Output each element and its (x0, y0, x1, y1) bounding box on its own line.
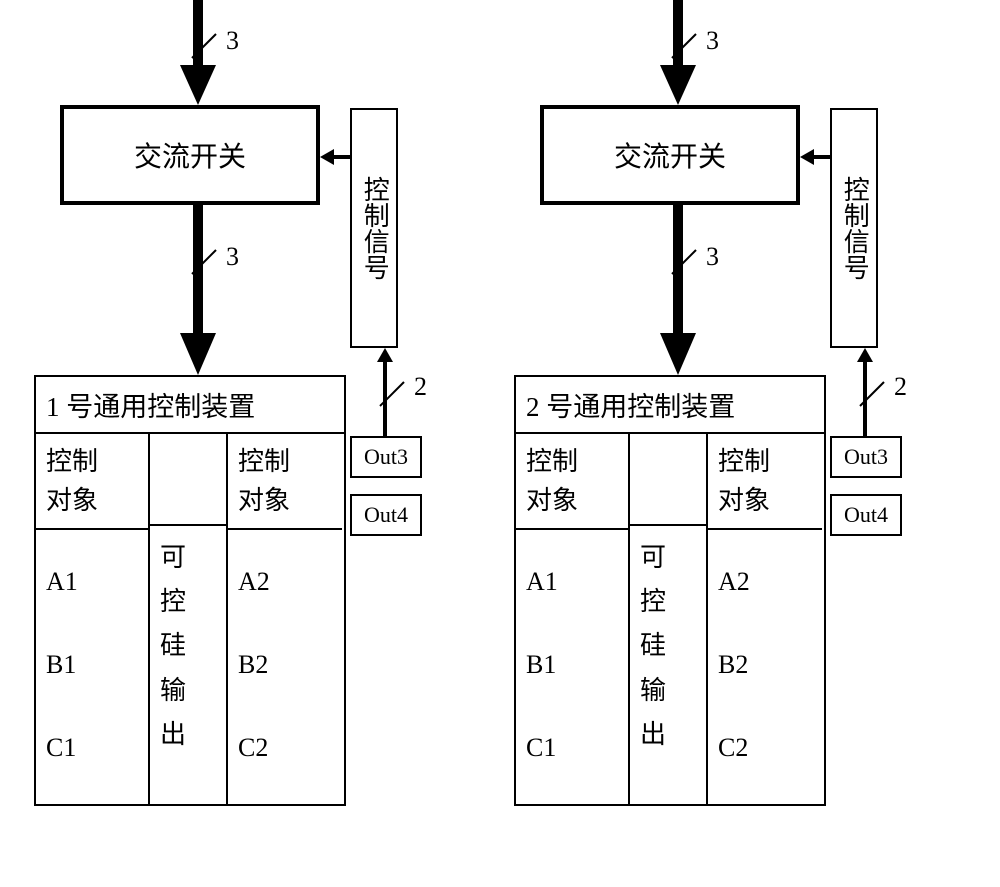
col-left-2: 控制对象 A1 B1 C1 (516, 434, 630, 804)
col-right-2: 控制对象 A2 B2 C2 (708, 434, 822, 804)
table-2: 2 号通用控制装置 控制对象 A1 B1 C1 可控硅输出 控制对象 (514, 375, 826, 806)
slash-sig-2 (858, 380, 884, 406)
table-title-1: 1 号通用控制装置 (36, 377, 344, 434)
table-body-1: 控制对象 A1 B1 C1 可控硅输出 控制对象 A2 B2 (36, 434, 344, 804)
annot-mid-1: 3 (226, 242, 239, 272)
slash-top-2 (670, 32, 696, 58)
cell: C2 (238, 706, 332, 789)
out3-box-1: Out3 (350, 436, 422, 478)
col-left-1: 控制对象 A1 B1 C1 (36, 434, 150, 804)
slash-mid-2 (670, 248, 696, 274)
col-mid-2: 可控硅输出 (630, 434, 708, 804)
signal-label: 控制信号 (836, 176, 872, 280)
cell: B2 (238, 623, 332, 706)
hdr-right-2: 控制对象 (708, 434, 822, 530)
table-body-2: 控制对象 A1 B1 C1 可控硅输出 控制对象 A2 B2 (516, 434, 824, 804)
cell: A2 (718, 540, 812, 623)
out3-label: Out3 (364, 444, 408, 469)
cell: C1 (526, 706, 618, 789)
cells-left-1: A1 B1 C1 (36, 530, 148, 804)
annot-sig-1: 2 (414, 372, 427, 402)
col-right-1: 控制对象 A2 B2 C2 (228, 434, 342, 804)
cells-right-2: A2 B2 C2 (708, 530, 822, 804)
out3-box-2: Out3 (830, 436, 902, 478)
annot-top-2: 3 (706, 26, 719, 56)
slash-mid-1 (190, 248, 216, 274)
col-mid-1: 可控硅输出 (150, 434, 228, 804)
cell: C1 (46, 706, 138, 789)
out4-label: Out4 (844, 502, 888, 527)
slash-sig-1 (378, 380, 404, 406)
cell: A2 (238, 540, 332, 623)
annot-mid-2: 3 (706, 242, 719, 272)
hdr-mid-1 (150, 434, 226, 526)
cell: B2 (718, 623, 812, 706)
cell: B1 (46, 623, 138, 706)
cells-mid-2: 可控硅输出 (630, 526, 706, 771)
arrow-mid-2 (658, 205, 698, 377)
unit-1: 3 交流开关 控制信号 3 (30, 0, 490, 887)
table-1: 1 号通用控制装置 控制对象 A1 B1 C1 可控硅输出 控制对象 (34, 375, 346, 806)
table-title-2: 2 号通用控制装置 (516, 377, 824, 434)
cell: C2 (718, 706, 812, 789)
unit-2: 3 交流开关 控制信号 3 (510, 0, 970, 887)
signal-label: 控制信号 (356, 176, 392, 280)
hdr-mid-2 (630, 434, 706, 526)
signal-box-2: 控制信号 (830, 108, 878, 348)
annot-sig-2: 2 (894, 372, 907, 402)
switch-label: 交流开关 (614, 135, 726, 175)
signal-box-1: 控制信号 (350, 108, 398, 348)
arrow-signal-to-switch-2 (800, 145, 832, 174)
cells-right-1: A2 B2 C2 (228, 530, 342, 804)
out4-box-1: Out4 (350, 494, 422, 536)
arrow-mid-1 (178, 205, 218, 377)
switch-box-2: 交流开关 (540, 105, 800, 205)
hdr-right-1: 控制对象 (228, 434, 342, 530)
switch-box-1: 交流开关 (60, 105, 320, 205)
out3-label: Out3 (844, 444, 888, 469)
cells-left-2: A1 B1 C1 (516, 530, 628, 804)
out4-box-2: Out4 (830, 494, 902, 536)
cell: B1 (526, 623, 618, 706)
arrow-signal-to-switch-1 (320, 145, 352, 174)
cell: A1 (46, 540, 138, 623)
diagram: 3 交流开关 控制信号 3 (0, 0, 1000, 887)
slash-top-1 (190, 32, 216, 58)
cells-mid-1: 可控硅输出 (150, 526, 226, 771)
switch-label: 交流开关 (134, 135, 246, 175)
out4-label: Out4 (364, 502, 408, 527)
hdr-left-2: 控制对象 (516, 434, 628, 530)
annot-top-1: 3 (226, 26, 239, 56)
cell: A1 (526, 540, 618, 623)
hdr-left-1: 控制对象 (36, 434, 148, 530)
